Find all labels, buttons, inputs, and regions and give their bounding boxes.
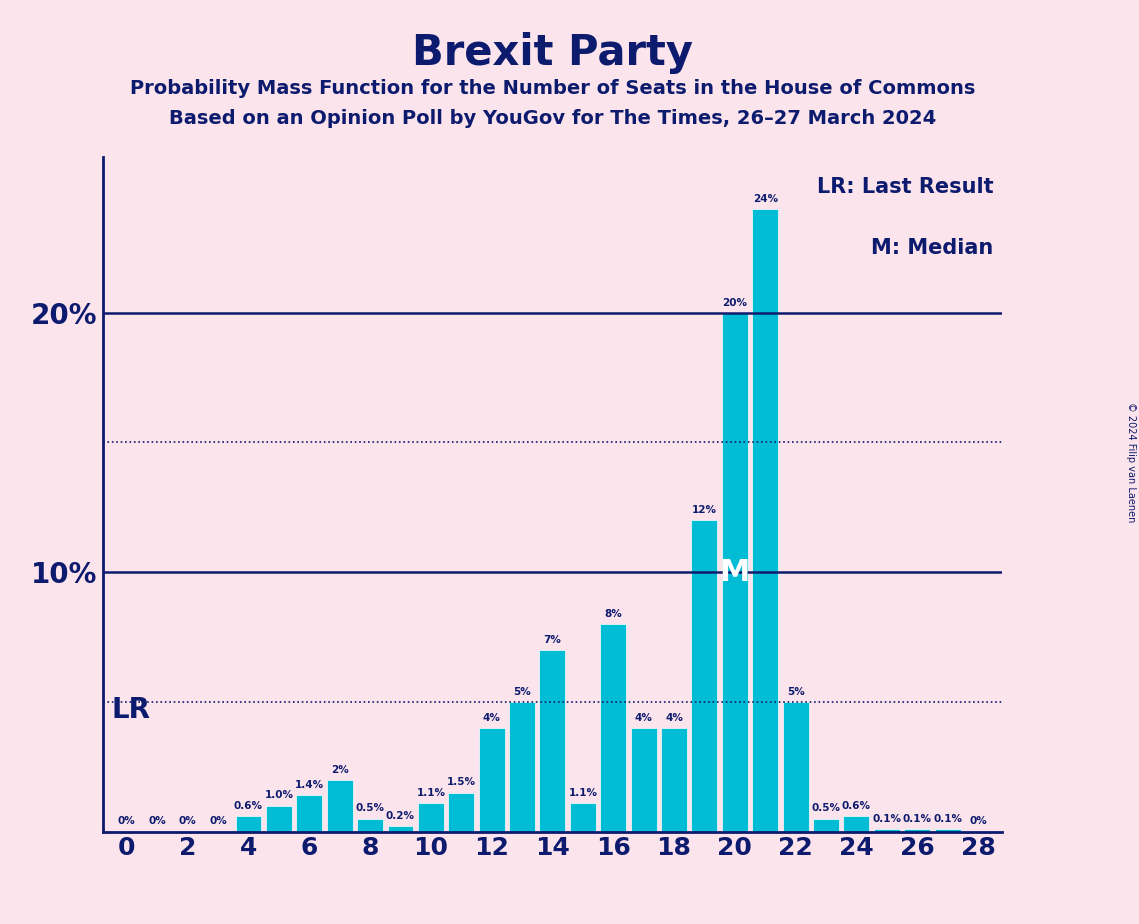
Bar	[782, 702, 809, 832]
Bar	[844, 816, 869, 832]
Text: M: Median: M: Median	[871, 238, 993, 258]
Bar	[874, 829, 900, 832]
Bar	[358, 819, 383, 832]
Text: 0.1%: 0.1%	[872, 814, 901, 824]
Text: 0%: 0%	[210, 817, 227, 826]
Bar	[478, 728, 505, 832]
Bar	[570, 803, 596, 832]
Text: 4%: 4%	[665, 712, 683, 723]
Text: M: M	[720, 558, 749, 587]
Text: 24%: 24%	[753, 194, 778, 204]
Bar	[631, 728, 656, 832]
Text: 1.5%: 1.5%	[446, 777, 476, 787]
Text: 0.1%: 0.1%	[933, 814, 962, 824]
Text: 1.1%: 1.1%	[417, 788, 445, 798]
Bar	[265, 806, 292, 832]
Text: © 2024 Filip van Laenen: © 2024 Filip van Laenen	[1126, 402, 1136, 522]
Bar	[752, 209, 778, 832]
Text: 0.5%: 0.5%	[811, 804, 841, 813]
Text: 0.2%: 0.2%	[386, 811, 415, 821]
Text: 5%: 5%	[514, 687, 531, 697]
Text: 5%: 5%	[787, 687, 804, 697]
Text: 12%: 12%	[691, 505, 716, 515]
Text: 0%: 0%	[969, 817, 986, 826]
Bar	[449, 793, 474, 832]
Text: 7%: 7%	[543, 635, 562, 645]
Text: 4%: 4%	[483, 712, 500, 723]
Bar	[236, 816, 261, 832]
Text: 1.1%: 1.1%	[568, 788, 597, 798]
Text: 1.4%: 1.4%	[295, 780, 323, 790]
Text: 1.0%: 1.0%	[264, 790, 294, 800]
Bar	[296, 796, 322, 832]
Text: 0%: 0%	[179, 817, 197, 826]
Text: 4%: 4%	[634, 712, 653, 723]
Bar	[509, 702, 535, 832]
Bar	[813, 819, 839, 832]
Text: 0.6%: 0.6%	[233, 801, 263, 811]
Text: LR: Last Result: LR: Last Result	[817, 177, 993, 198]
Text: 2%: 2%	[330, 764, 349, 774]
Text: Based on an Opinion Poll by YouGov for The Times, 26–27 March 2024: Based on an Opinion Poll by YouGov for T…	[169, 109, 936, 128]
Text: 0%: 0%	[148, 817, 166, 826]
Text: 8%: 8%	[605, 609, 622, 619]
Text: 0.6%: 0.6%	[842, 801, 871, 811]
Text: 0.1%: 0.1%	[903, 814, 932, 824]
Text: 0.5%: 0.5%	[355, 804, 385, 813]
Text: Brexit Party: Brexit Party	[412, 32, 693, 74]
Bar	[935, 829, 960, 832]
Bar	[387, 826, 413, 832]
Bar	[722, 312, 747, 832]
Bar	[661, 728, 687, 832]
Bar	[600, 624, 626, 832]
Text: LR: LR	[112, 696, 150, 724]
Bar	[418, 803, 444, 832]
Bar	[904, 829, 931, 832]
Text: 0%: 0%	[118, 817, 136, 826]
Bar	[691, 520, 718, 832]
Bar	[327, 780, 353, 832]
Text: Probability Mass Function for the Number of Seats in the House of Commons: Probability Mass Function for the Number…	[130, 79, 975, 98]
Bar	[540, 650, 565, 832]
Text: 20%: 20%	[722, 298, 747, 308]
